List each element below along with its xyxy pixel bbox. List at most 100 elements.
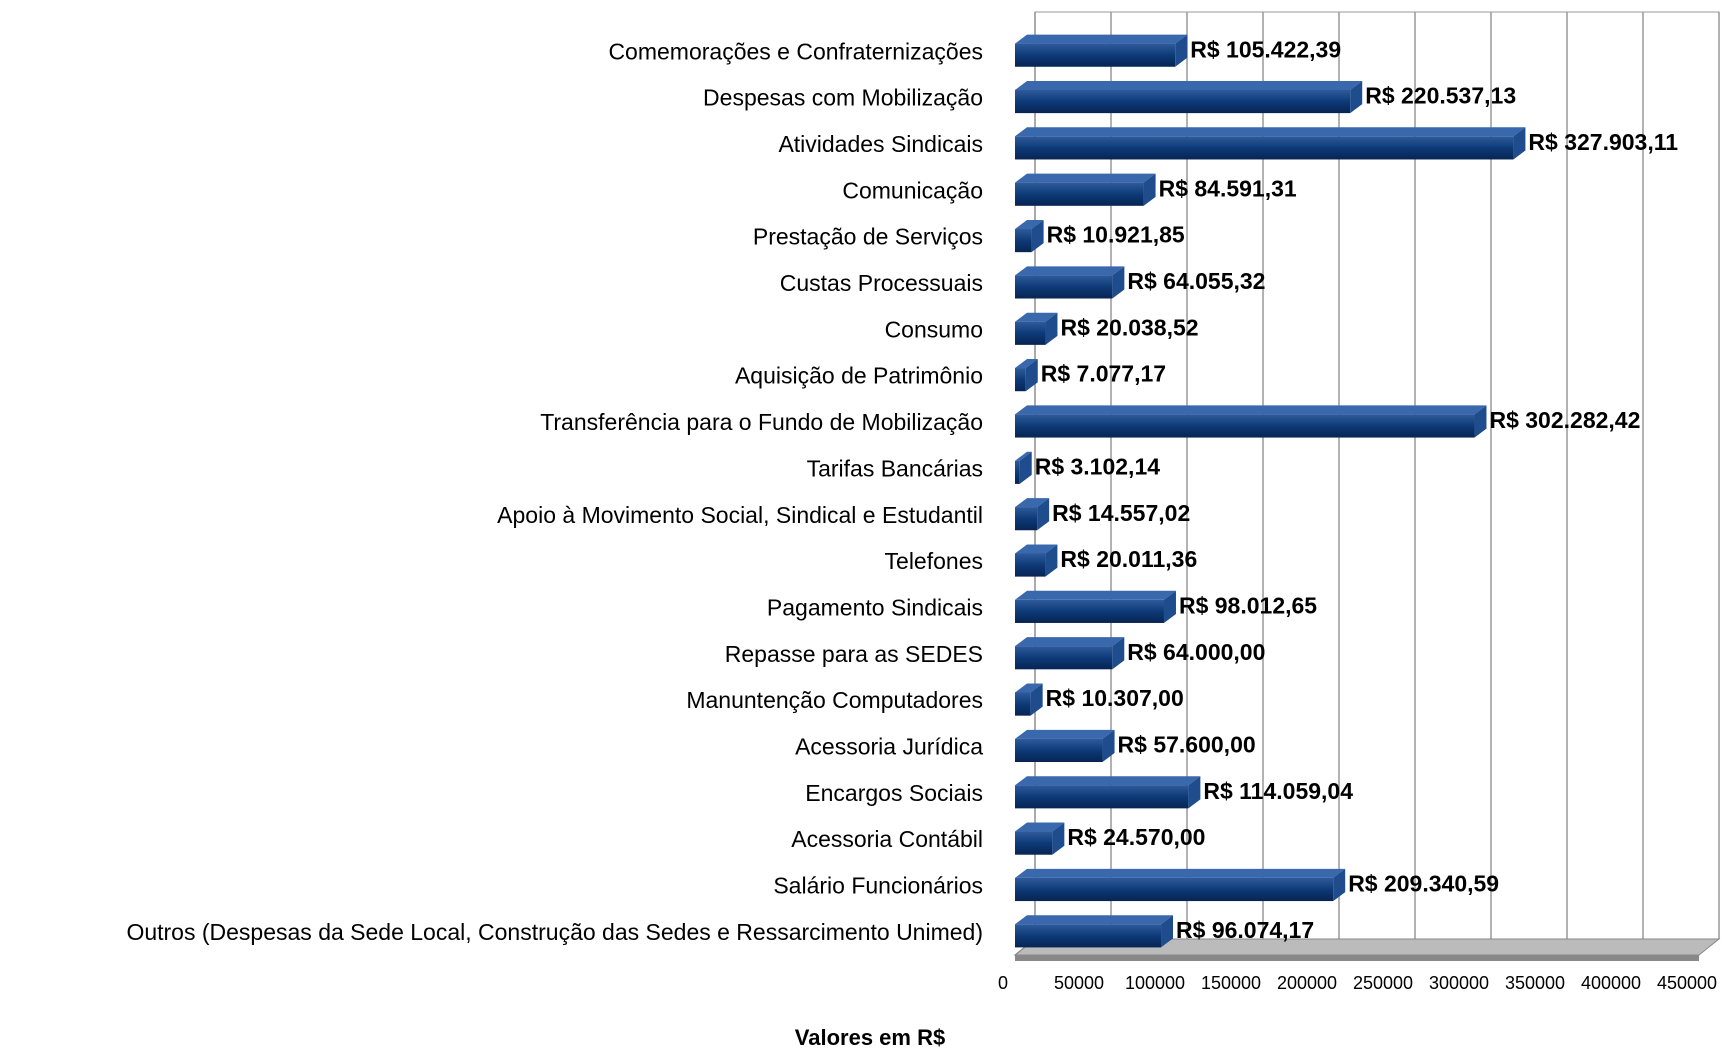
bar [1015,460,1020,484]
y-tick-label: Manuntenção Computadores [686,687,983,713]
y-tick-label: Repasse para as SEDES [725,641,983,667]
bar [1015,738,1103,763]
bar-top [1015,312,1058,322]
bar-cap [1030,683,1043,716]
bar-cap [1513,127,1526,160]
data-label: R$ 114.059,04 [1203,778,1353,804]
y-tick-label: Transferência para o Fundo de Mobilizaçã… [540,409,983,435]
bar [1015,831,1053,855]
bar-cap [1045,544,1058,577]
bar-top [1015,80,1363,90]
y-tick-label: Telefones [885,548,983,574]
bar-cap [1163,590,1176,623]
y-tick-label: Aquisição de Patrimônio [735,363,983,389]
bar [1015,228,1032,253]
x-tick-label: 250000 [1353,973,1413,993]
bar-top [1015,405,1487,415]
x-tick-label: 150000 [1201,973,1261,993]
data-label: R$ 57.600,00 [1118,732,1256,758]
y-tick-label: Encargos Sociais [805,780,983,806]
data-label: R$ 64.055,32 [1127,268,1265,294]
bar-cap [1112,637,1125,670]
x-tick-label: 0 [998,973,1008,993]
data-label: R$ 10.921,85 [1047,222,1185,248]
bar-top [1015,683,1043,693]
bar-top [1015,776,1201,786]
bar [1015,275,1113,299]
data-label: R$ 327.903,11 [1528,129,1678,155]
bar-cap [1175,34,1188,67]
data-label: R$ 20.038,52 [1060,314,1198,340]
data-label: R$ 3.102,14 [1035,453,1161,479]
bar [1015,599,1164,623]
data-label: R$ 20.011,36 [1060,546,1197,572]
floor-edge [1015,955,1699,961]
bar-cap [1031,219,1044,253]
data-label: R$ 98.012,65 [1179,592,1317,618]
bar [1015,692,1031,716]
y-tick-label: Custas Processuais [780,270,983,296]
bar-cap [1052,822,1065,855]
bar [1015,136,1514,160]
data-label: R$ 10.307,00 [1046,685,1184,711]
bar [1015,414,1475,438]
bar-top [1015,266,1125,276]
y-tick-label: Apoio à Movimento Social, Sindical e Est… [497,502,983,528]
bar-cap [1037,498,1050,531]
x-tick-label: 450000 [1657,973,1717,993]
x-tick-label: 350000 [1505,973,1565,993]
y-tick-label: Acessoria Jurídica [795,734,983,760]
x-tick-label: 100000 [1125,973,1185,993]
data-label: R$ 209.340,59 [1348,871,1499,897]
y-tick-label: Tarifas Bancárias [807,455,983,481]
data-label: R$ 302.282,42 [1489,407,1640,433]
bar [1015,507,1038,531]
x-tick-label: 300000 [1429,973,1489,993]
data-label: R$ 84.591,31 [1159,175,1297,201]
bar-cap [1188,776,1201,809]
bar-top [1015,498,1050,508]
bar-top [1015,868,1346,878]
bar-top [1015,915,1174,925]
data-label: R$ 14.557,02 [1052,500,1190,526]
bar-cap [1019,451,1032,484]
bar-top [1015,127,1526,137]
bar [1015,553,1046,577]
y-tick-label: Despesas com Mobilização [703,85,983,111]
bar-top [1015,451,1032,461]
x-tick-label: 50000 [1054,973,1104,993]
bar [1015,182,1144,206]
bar [1015,321,1046,345]
bar [1015,368,1026,392]
bar-cap [1045,312,1058,345]
bar-top [1015,173,1156,183]
data-label: R$ 7.077,17 [1041,361,1166,387]
bar [1015,646,1113,670]
bar-cap [1350,80,1363,114]
x-tick-label: 400000 [1581,973,1641,993]
bar [1015,785,1189,809]
bar-cap [1333,868,1346,902]
bar-top [1015,637,1125,647]
x-axis-title: Valores em R$ [795,1025,945,1050]
data-label: R$ 64.000,00 [1127,639,1265,665]
y-tick-label: Atividades Sindicais [778,131,983,157]
bar-cap [1143,173,1156,206]
y-tick-label: Pagamento Sindicais [767,594,983,620]
bar [1015,43,1176,67]
data-label: R$ 220.537,13 [1365,83,1516,109]
data-label: R$ 24.570,00 [1067,824,1205,850]
bar-top [1015,219,1044,229]
bar-cap [1161,915,1174,948]
y-tick-label: Consumo [885,316,983,342]
y-tick-label: Salário Funcionários [773,873,983,899]
bar-top [1015,34,1188,44]
bar [1015,924,1162,948]
bar [1015,877,1334,902]
bar-cap [1474,405,1487,438]
data-label: R$ 105.422,39 [1190,36,1341,62]
bar-cap [1025,359,1038,392]
bar-cap [1112,266,1125,299]
bar-top [1015,590,1176,600]
